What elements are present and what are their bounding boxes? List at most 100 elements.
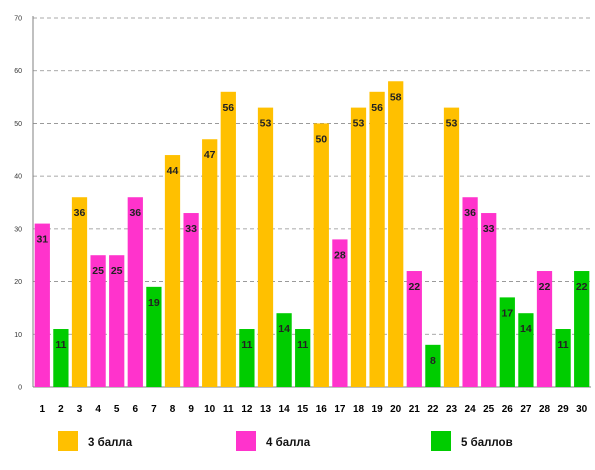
bar-value-label: 14 [278,323,290,335]
bar-value-label: 19 [148,297,160,309]
bar-value-label: 8 [430,355,436,367]
bar-value-label: 22 [539,281,551,293]
x-tick-label: 30 [576,404,588,415]
y-tick-label: 40 [14,174,22,181]
axes [32,16,591,388]
bar-value-label: 25 [111,265,123,277]
legend-swatch [58,431,78,451]
bar [313,123,329,387]
bar-value-label: 53 [260,118,272,130]
bar-value-label: 53 [353,118,365,130]
x-tick-label: 17 [334,404,346,415]
bar-value-label: 56 [222,102,234,114]
bar [518,313,534,387]
bar [295,329,311,387]
bar [183,213,199,387]
x-tick-label: 1 [40,404,46,415]
x-tick-label: 25 [483,404,495,415]
bar [388,81,404,387]
y-tick-label: 60 [14,68,22,75]
bar-value-label: 11 [558,339,569,351]
bars [34,81,590,388]
x-tick-label: 10 [204,404,216,415]
value-labels: 31 11 36 25 25 36 19 44 33 47 56 11 53 14 11 50 28 53 56 58… [36,91,587,367]
bar [202,139,218,387]
gridlines [33,17,591,335]
x-tick-label: 15 [297,404,309,415]
bar-value-label: 33 [185,223,197,235]
legend-swatch [236,431,256,451]
x-tick-label: 6 [133,404,139,415]
bar-value-label: 36 [464,207,476,219]
legend-label: 4 балла [266,437,311,449]
bar [71,197,88,387]
x-tick-label: 20 [390,404,402,415]
bar-value-label: 56 [371,102,383,114]
bar [443,107,460,387]
bar [555,329,571,387]
bar-value-label: 11 [55,339,66,351]
x-tick-label: 19 [372,404,384,415]
bar-value-label: 14 [520,323,532,335]
bar [332,239,348,387]
legend: 3 балла 4 балла 5 баллов [58,431,513,451]
y-tick-label: 10 [14,332,22,339]
y-tick-label: 20 [14,279,22,286]
bar-value-label: 28 [334,249,346,261]
bar-value-label: 33 [483,223,495,235]
y-tick-label: 0 [18,385,22,392]
x-tick-label: 26 [502,404,514,415]
bar [536,271,553,387]
bar-value-label: 36 [74,207,86,219]
y-tick-label: 70 [14,16,22,23]
bar-value-label: 50 [315,133,327,145]
x-tick-label: 3 [77,404,83,415]
x-tick-label: 2 [58,404,64,415]
bar [406,271,422,387]
x-tick-label: 22 [427,404,439,415]
x-tick-label: 4 [95,404,101,415]
bar [257,107,274,387]
x-tick-label: 29 [558,404,570,415]
bar-value-label: 53 [446,118,458,130]
x-tick-label: 9 [188,404,194,415]
bar [146,286,162,387]
bar [109,255,125,387]
bar-value-label: 22 [576,281,588,293]
legend-label: 5 баллов [461,437,513,449]
bar-value-label: 25 [92,265,104,277]
bar [574,271,590,387]
legend-swatch [431,431,451,451]
bar-value-label: 44 [167,165,179,177]
x-tick-label: 21 [409,404,421,415]
bar [425,344,441,387]
bar [53,329,69,387]
bar [499,297,515,387]
legend-label: 3 балла [88,437,133,449]
bar-value-label: 11 [241,339,252,351]
bar-value-label: 36 [129,207,141,219]
bar [369,91,385,388]
bar [220,91,236,388]
x-tick-label: 18 [353,404,365,415]
x-tick-label: 23 [446,404,458,415]
x-tick-label: 5 [114,404,120,415]
bar-value-label: 58 [390,91,402,103]
bar [127,197,143,387]
bar-value-label: 22 [408,281,420,293]
bar [462,197,478,387]
bar [276,313,292,387]
bar [350,107,367,387]
bar [34,223,50,387]
bar [164,155,181,387]
x-tick-label: 8 [170,404,176,415]
x-tick-label: 7 [151,404,157,415]
x-tick-labels: 1 2 3 4 5 6 7 8 9 10 11 12 13 14 15 16 17 18 19 20 21 22 23 24 2… [40,404,588,415]
x-tick-label: 13 [260,404,272,415]
bar-value-label: 11 [297,339,308,351]
x-tick-label: 14 [279,404,291,415]
x-tick-label: 16 [316,404,328,415]
y-tick-label: 50 [14,121,22,128]
